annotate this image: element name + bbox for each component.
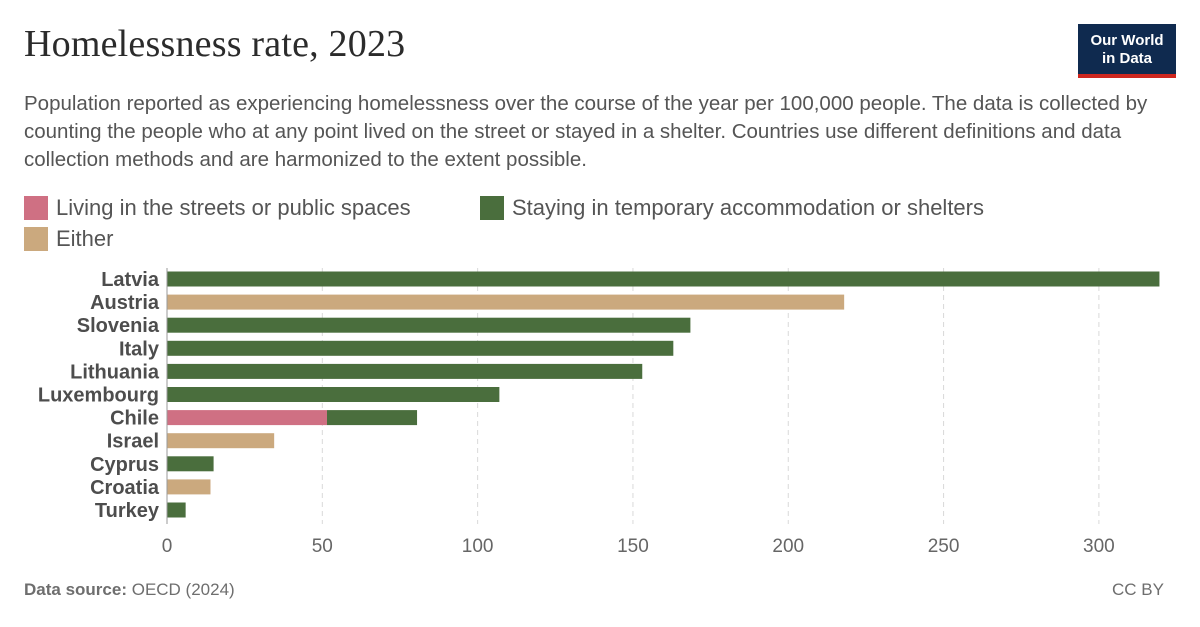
category-label: Austria <box>90 292 160 314</box>
bar-segment <box>167 363 643 379</box>
x-tick-label: 100 <box>462 536 494 557</box>
legend-item-streets[interactable]: Living in the streets or public spaces <box>24 195 411 221</box>
chart-subtitle: Population reported as experiencing home… <box>24 92 1148 171</box>
legend-item-shelters[interactable]: Staying in temporary accommodation or sh… <box>480 195 984 221</box>
license[interactable]: CC BY <box>1112 580 1164 599</box>
bar-segment <box>167 502 186 518</box>
legend-label-streets: Living in the streets or public spaces <box>56 195 411 220</box>
legend-swatch-streets <box>24 196 48 220</box>
chart-title: Homelessness rate, 2023 <box>24 23 406 65</box>
category-label: Cyprus <box>90 454 159 476</box>
legend-item-either[interactable]: Either <box>24 226 113 252</box>
bar-segment <box>167 410 327 426</box>
category-label: Italy <box>119 338 160 360</box>
category-label: Slovenia <box>77 315 160 337</box>
owid-logo[interactable]: Our World in Data <box>1078 24 1176 78</box>
bar-segment <box>167 479 211 495</box>
data-source-value[interactable]: OECD (2024) <box>131 580 235 599</box>
bar-segment <box>167 456 214 472</box>
legend-label-either: Either <box>56 226 114 251</box>
x-tick-label: 0 <box>162 536 173 557</box>
category-label: Chile <box>110 408 159 430</box>
bar-segment <box>167 433 275 449</box>
x-tick-label: 200 <box>772 536 804 557</box>
x-tick-label: 50 <box>312 536 333 557</box>
logo-line-2: in Data <box>1101 50 1152 67</box>
legend-swatch-shelters <box>480 196 504 220</box>
category-label: Latvia <box>101 269 160 291</box>
bar-segment <box>167 271 1160 287</box>
bar-segment <box>167 294 845 310</box>
category-label: Israel <box>107 431 159 453</box>
category-label: Turkey <box>95 500 160 522</box>
bar-segment <box>167 387 500 402</box>
data-source: Data source: OECD (2024) <box>24 580 235 600</box>
legend-swatch-either <box>24 227 48 251</box>
category-label: Luxembourg <box>38 385 159 407</box>
legend-label-shelters: Staying in temporary accommodation or sh… <box>512 195 984 220</box>
x-tick-label: 150 <box>617 536 649 557</box>
bar-segment <box>167 317 691 333</box>
x-tick-label: 300 <box>1083 536 1115 557</box>
bar-segment <box>326 410 418 426</box>
x-tick-label: 250 <box>928 536 960 557</box>
logo-line-1: Our World <box>1090 32 1164 49</box>
data-source-label: Data source: <box>24 580 127 599</box>
category-label: Lithuania <box>70 361 160 383</box>
bar-segment <box>167 340 674 356</box>
category-label: Croatia <box>90 477 160 499</box>
